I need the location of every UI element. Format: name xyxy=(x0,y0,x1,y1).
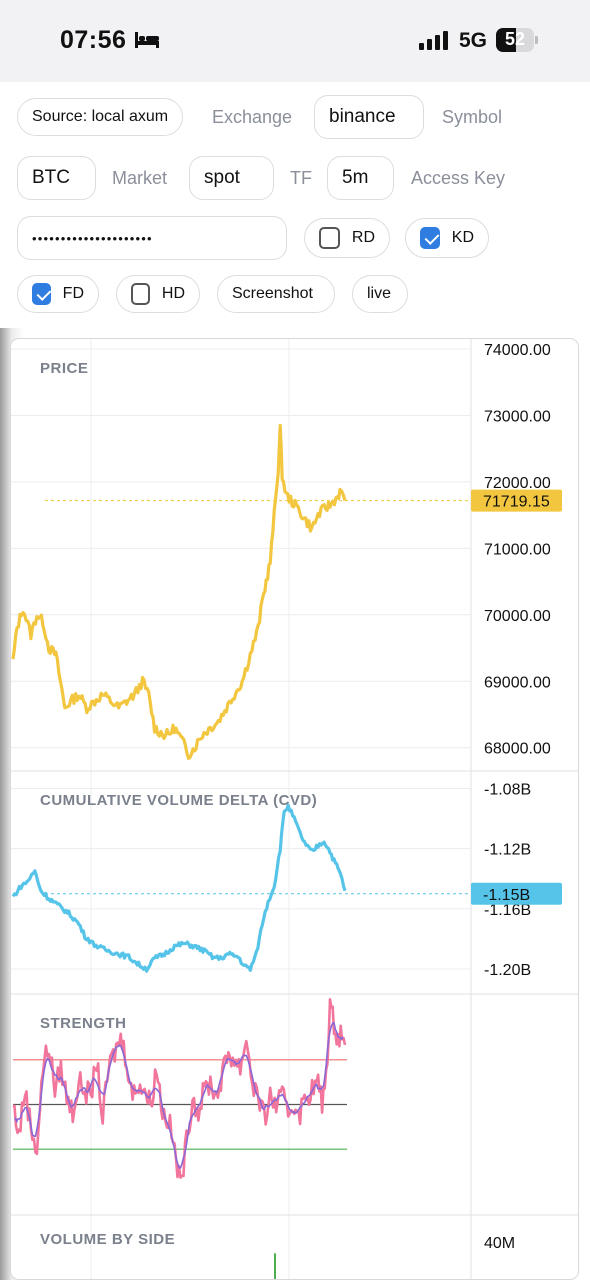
y-tick-label: -1.08B xyxy=(484,782,531,799)
pane-title: CUMULATIVE VOLUME DELTA (CVD) xyxy=(40,792,317,809)
cellular-signal-icon xyxy=(419,31,448,50)
y-tick-label: 72000.00 xyxy=(484,475,551,492)
access-key-value: ••••••••••••••••••••• xyxy=(32,230,153,246)
exchange-value: binance xyxy=(329,106,396,127)
tf-label: TF xyxy=(290,168,312,188)
market-input[interactable]: spot xyxy=(189,156,274,200)
strength-signal-line xyxy=(14,1022,344,1169)
y-tick-label: -1.16B xyxy=(484,902,531,919)
battery-fill xyxy=(496,28,516,52)
hd-toggle[interactable]: HD xyxy=(116,275,200,313)
pane-title: STRENGTH xyxy=(40,1015,127,1032)
series-line xyxy=(11,803,347,973)
y-tick-label: 70000.00 xyxy=(484,608,551,625)
bed-icon xyxy=(135,32,159,48)
network-type: 5G xyxy=(459,29,488,52)
volume-bar xyxy=(274,1253,276,1279)
fd-label: FD xyxy=(62,285,84,302)
exchange-label: Exchange xyxy=(212,107,293,127)
symbol-value: BTC xyxy=(32,167,70,188)
access-key-label: Access Key xyxy=(411,168,506,188)
market-label: Market xyxy=(112,168,168,188)
pane-title: VOLUME BY SIDE xyxy=(40,1231,175,1248)
rd-label: RD xyxy=(351,229,375,246)
hd-checkbox[interactable] xyxy=(131,283,150,305)
tf-input[interactable]: 5m xyxy=(327,156,394,200)
live-label: live xyxy=(367,285,392,302)
y-tick-label: 69000.00 xyxy=(484,674,551,691)
access-key-input[interactable]: ••••••••••••••••••••• xyxy=(17,216,287,260)
status-time: 07:56 xyxy=(60,26,127,54)
battery-level: 52 xyxy=(504,29,526,49)
y-tick-label: -1.12B xyxy=(484,842,531,859)
hd-label: HD xyxy=(161,285,185,302)
y-tick-label: -1.20B xyxy=(484,962,531,979)
kd-label: KD xyxy=(451,229,474,246)
current-value-label: 71719.15 xyxy=(483,494,550,511)
chart-card[interactable]: PRICE 74000.00 73000.00 72000.00 71000.00 700… xyxy=(10,338,579,1280)
y-tick-label: 74000.00 xyxy=(484,342,551,359)
symbol-label: Symbol xyxy=(442,107,503,127)
current-value-badge xyxy=(471,489,562,512)
source-button[interactable]: Source: local axum xyxy=(17,98,184,136)
screenshot-button[interactable]: Screenshot xyxy=(217,275,335,313)
screenshot-label: Screenshot xyxy=(232,285,313,302)
charts-canvas[interactable]: PRICE 74000.00 73000.00 72000.00 71000.00 700… xyxy=(11,339,579,1280)
status-bar: 07:56 5G 52 xyxy=(0,0,590,82)
current-value-label: -1.15B xyxy=(483,887,530,904)
market-value: spot xyxy=(204,167,240,188)
fd-checkbox[interactable] xyxy=(32,283,51,305)
rd-toggle[interactable]: RD xyxy=(304,218,390,258)
series-line xyxy=(11,423,347,760)
exchange-input[interactable]: binance xyxy=(314,95,424,139)
fd-toggle[interactable]: FD xyxy=(17,275,99,313)
tf-value: 5m xyxy=(342,167,369,188)
kd-toggle[interactable]: KD xyxy=(405,218,489,258)
current-value-badge xyxy=(471,882,562,905)
live-button[interactable]: live xyxy=(352,275,408,313)
symbol-input[interactable]: BTC xyxy=(17,156,96,200)
battery-icon: 52 xyxy=(496,28,538,52)
y-tick-label: 73000.00 xyxy=(484,408,551,425)
source-label: Source: local axum xyxy=(32,108,169,125)
kd-checkbox[interactable] xyxy=(420,227,440,249)
controls-panel: Source: local axum Exchange binance Symb… xyxy=(0,82,590,328)
rd-checkbox[interactable] xyxy=(319,227,340,249)
y-tick-label: 40M xyxy=(484,1235,515,1252)
battery-body: 52 xyxy=(496,28,534,52)
battery-tip xyxy=(535,36,538,44)
y-tick-label: 68000.00 xyxy=(484,741,551,758)
y-tick-label: 71000.00 xyxy=(484,541,551,558)
pane-title: PRICE xyxy=(40,360,88,377)
